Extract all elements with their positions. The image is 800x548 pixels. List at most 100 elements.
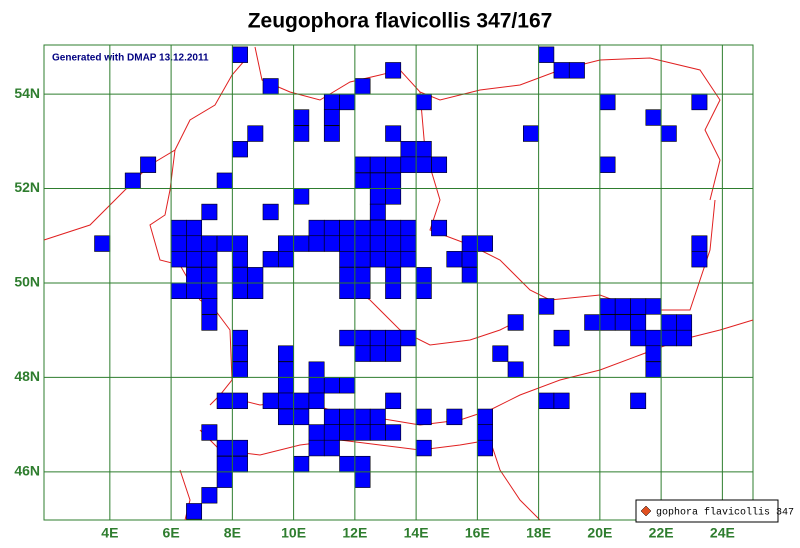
record-cell: [323, 439, 340, 457]
x-tick-label: 18E: [526, 525, 551, 541]
record-cell: [170, 219, 187, 237]
record-cell: [599, 93, 616, 111]
record-cell: [385, 345, 402, 362]
record-cell: [477, 235, 493, 252]
record-cell: [400, 219, 417, 237]
x-tick-label: 14E: [404, 525, 429, 541]
map-title: Zeugophora flavicollis 347/167: [248, 10, 553, 33]
record-cell: [676, 314, 693, 331]
record-cell: [339, 251, 356, 268]
x-tick-label: 24E: [710, 525, 735, 541]
record-cell: [415, 267, 432, 284]
record-cell: [630, 329, 647, 347]
record-cell: [614, 298, 631, 315]
record-cell: [369, 251, 386, 268]
record-cell: [415, 93, 432, 111]
record-cell: [216, 172, 233, 189]
record-cell: [277, 377, 294, 394]
record-cell: [293, 125, 310, 142]
record-cell: [277, 361, 294, 378]
record-cell: [385, 282, 402, 299]
record-cell: [354, 156, 371, 173]
record-cell: [323, 109, 340, 126]
record-cell: [354, 455, 371, 473]
record-cell: [232, 329, 248, 347]
record-cell: [262, 392, 279, 410]
record-cell: [354, 267, 371, 284]
record-cell: [568, 62, 585, 79]
record-cell: [232, 235, 248, 252]
record-cell: [645, 345, 662, 362]
x-tick-label: 22E: [649, 525, 674, 541]
y-tick-label: 48N: [14, 368, 40, 384]
record-cell: [262, 203, 279, 221]
record-cell: [415, 141, 432, 158]
record-cell: [645, 109, 662, 126]
record-cell: [400, 251, 417, 268]
record-cell: [553, 62, 570, 79]
record-cell: [323, 424, 340, 441]
record-cell: [308, 377, 325, 394]
record-cell: [431, 156, 448, 173]
record-cell: [216, 235, 233, 252]
record-cell: [323, 93, 340, 111]
record-cell: [400, 329, 417, 347]
record-cell: [186, 235, 203, 252]
record-cell: [507, 314, 524, 331]
x-tick-label: 12E: [342, 525, 367, 541]
record-cell: [339, 267, 356, 284]
record-cell: [216, 392, 233, 410]
record-cell: [354, 172, 371, 189]
record-cell: [660, 314, 677, 331]
record-cell: [369, 203, 386, 221]
record-cell: [201, 235, 218, 252]
record-cell: [461, 267, 478, 284]
record-cell: [94, 235, 111, 252]
record-cell: [201, 424, 218, 441]
record-cell: [523, 125, 539, 142]
record-cell: [308, 235, 325, 252]
record-cell: [415, 282, 432, 299]
x-tick-label: 4E: [101, 525, 118, 541]
x-tick-label: 20E: [587, 525, 612, 541]
record-cell: [614, 314, 631, 331]
record-cell: [186, 219, 203, 237]
record-cell: [369, 408, 386, 426]
record-cell: [339, 219, 356, 237]
y-tick-label: 54N: [14, 85, 40, 101]
border: [419, 91, 716, 311]
record-cell: [584, 314, 601, 331]
legend-box: [635, 499, 779, 523]
record-cell: [170, 235, 187, 252]
record-cell: [308, 219, 325, 237]
record-cell: [599, 156, 616, 173]
record-cell: [170, 282, 187, 299]
record-cell: [385, 188, 402, 205]
record-cell: [354, 78, 371, 95]
record-cell: [201, 251, 218, 268]
record-cell: [477, 439, 493, 457]
record-cell: [385, 156, 402, 173]
record-cell: [232, 345, 248, 362]
y-tick-label: 50N: [14, 274, 40, 290]
record-cell: [277, 392, 294, 410]
record-cell: [170, 251, 187, 268]
record-cell: [293, 455, 310, 473]
record-cell: [400, 156, 417, 173]
record-cell: [660, 329, 677, 347]
record-cell: [354, 219, 371, 237]
record-cell: [293, 408, 310, 426]
record-cell: [339, 329, 356, 347]
record-cell: [232, 455, 248, 473]
record-cell: [415, 439, 432, 457]
legend: gophora flavicollis 347: [635, 499, 794, 523]
record-cell: [308, 361, 325, 378]
record-cell: [339, 424, 356, 441]
record-cell: [645, 361, 662, 378]
record-cell: [247, 267, 264, 284]
record-cell: [232, 267, 248, 284]
record-cell: [354, 424, 371, 441]
record-cell: [385, 62, 402, 79]
record-cell: [354, 408, 371, 426]
